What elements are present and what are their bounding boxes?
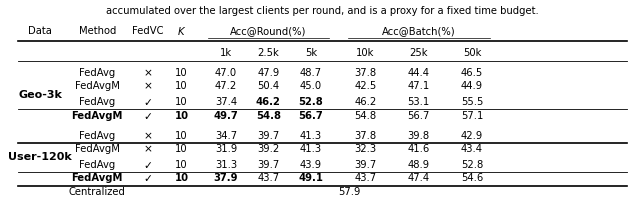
Text: FedAvg: FedAvg (79, 97, 115, 107)
Text: 49.7: 49.7 (214, 111, 238, 121)
Text: 41.3: 41.3 (300, 131, 322, 141)
Text: 56.7: 56.7 (408, 111, 430, 121)
Text: $\checkmark$: $\checkmark$ (143, 173, 152, 183)
Text: 52.8: 52.8 (461, 160, 483, 170)
Text: Geo-3k: Geo-3k (18, 90, 62, 100)
Text: 37.9: 37.9 (214, 173, 238, 183)
Text: 39.8: 39.8 (408, 131, 429, 141)
Text: 34.7: 34.7 (215, 131, 237, 141)
Text: $\times$: $\times$ (143, 131, 153, 141)
Text: User-120k: User-120k (8, 152, 72, 162)
Text: 49.1: 49.1 (298, 173, 323, 183)
Text: $\times$: $\times$ (143, 81, 153, 91)
Text: FedAvgM: FedAvgM (75, 81, 120, 91)
Text: FedAvg: FedAvg (79, 131, 115, 141)
Text: FedAvgM: FedAvgM (72, 111, 123, 121)
Text: 47.0: 47.0 (215, 68, 237, 78)
Text: 47.1: 47.1 (408, 81, 430, 91)
Text: 44.9: 44.9 (461, 81, 483, 91)
Text: Method: Method (79, 26, 116, 36)
Text: Data: Data (28, 26, 52, 36)
Text: 47.9: 47.9 (257, 68, 280, 78)
Text: 10: 10 (175, 111, 189, 121)
Text: 37.8: 37.8 (355, 131, 376, 141)
Text: 10k: 10k (356, 48, 374, 58)
Text: accumulated over the largest clients per round, and is a proxy for a fixed time : accumulated over the largest clients per… (106, 6, 539, 16)
Text: FedAvg: FedAvg (79, 68, 115, 78)
Text: FedAvg: FedAvg (79, 160, 115, 170)
Text: 10: 10 (175, 81, 188, 91)
Text: 39.7: 39.7 (257, 131, 280, 141)
Text: 53.1: 53.1 (408, 97, 430, 107)
Text: $\times$: $\times$ (143, 143, 153, 154)
Text: 43.7: 43.7 (355, 173, 376, 183)
Text: $\checkmark$: $\checkmark$ (143, 111, 152, 121)
Text: $K$: $K$ (177, 25, 186, 37)
Text: 54.8: 54.8 (256, 111, 281, 121)
Text: 10: 10 (175, 131, 188, 141)
Text: 47.2: 47.2 (215, 81, 237, 91)
Text: 48.9: 48.9 (408, 160, 429, 170)
Text: 50.4: 50.4 (257, 81, 280, 91)
Text: FedAvgM: FedAvgM (72, 173, 123, 183)
Text: 46.5: 46.5 (461, 68, 483, 78)
Text: 10: 10 (175, 160, 188, 170)
Text: 46.2: 46.2 (355, 97, 376, 107)
Text: 39.7: 39.7 (355, 160, 376, 170)
Text: 56.7: 56.7 (298, 111, 323, 121)
Text: 2.5k: 2.5k (257, 48, 279, 58)
Text: 37.8: 37.8 (355, 68, 376, 78)
Text: 48.7: 48.7 (300, 68, 322, 78)
Text: 47.4: 47.4 (408, 173, 429, 183)
Text: 39.7: 39.7 (257, 160, 280, 170)
Text: 42.9: 42.9 (461, 131, 483, 141)
Text: 31.3: 31.3 (215, 160, 237, 170)
Text: 52.8: 52.8 (298, 97, 323, 107)
Text: 25k: 25k (410, 48, 428, 58)
Text: 45.0: 45.0 (300, 81, 322, 91)
Text: $\checkmark$: $\checkmark$ (143, 160, 152, 170)
Text: 57.1: 57.1 (461, 111, 483, 121)
Text: FedVC: FedVC (132, 26, 164, 36)
Text: 43.9: 43.9 (300, 160, 322, 170)
Text: 46.2: 46.2 (256, 97, 281, 107)
Text: 1k: 1k (220, 48, 232, 58)
Text: 41.6: 41.6 (408, 144, 430, 154)
Text: 54.6: 54.6 (461, 173, 483, 183)
Text: 39.2: 39.2 (257, 144, 280, 154)
Text: 44.4: 44.4 (408, 68, 429, 78)
Text: 37.4: 37.4 (215, 97, 237, 107)
Text: FedAvgM: FedAvgM (75, 144, 120, 154)
Text: 54.8: 54.8 (355, 111, 376, 121)
Text: $\checkmark$: $\checkmark$ (143, 97, 152, 107)
Text: 50k: 50k (463, 48, 481, 58)
Text: 42.5: 42.5 (355, 81, 376, 91)
Text: $\times$: $\times$ (143, 68, 153, 78)
Text: 57.9: 57.9 (338, 187, 360, 197)
Text: 43.7: 43.7 (257, 173, 280, 183)
Text: 10: 10 (175, 173, 189, 183)
Text: 32.3: 32.3 (355, 144, 376, 154)
Text: 10: 10 (175, 144, 188, 154)
Text: 55.5: 55.5 (461, 97, 483, 107)
Text: 5k: 5k (305, 48, 317, 58)
Text: 10: 10 (175, 97, 188, 107)
Text: Acc@Batch(%): Acc@Batch(%) (382, 26, 456, 36)
Text: 41.3: 41.3 (300, 144, 322, 154)
Text: 43.4: 43.4 (461, 144, 483, 154)
Text: Acc@Round(%): Acc@Round(%) (230, 26, 307, 36)
Text: Centralized: Centralized (68, 187, 125, 197)
Text: 10: 10 (175, 68, 188, 78)
Text: 31.9: 31.9 (215, 144, 237, 154)
